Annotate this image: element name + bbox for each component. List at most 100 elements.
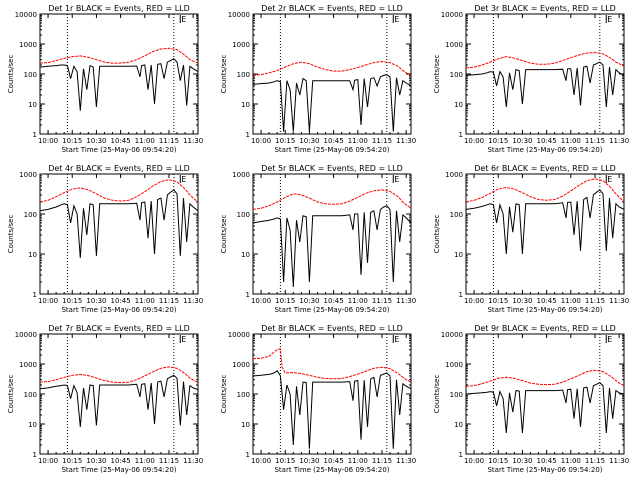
panel-title: Det 7r BLACK = Events, RED = LLD [48, 324, 190, 333]
chart-panel-5: Det 5r BLACK = Events, RED = LLD 10:00 10:… [220, 164, 416, 314]
y-tick-label: 1000 [19, 171, 37, 179]
x-tick-label: 10:45 [111, 297, 131, 305]
chart-panel-4: Det 4r BLACK = Events, RED = LLD 10:00 10:… [7, 164, 203, 314]
y-axis-title: Counts/sec [7, 55, 15, 94]
y-tick-label: 1000 [445, 361, 463, 369]
flag-label: E [607, 175, 612, 184]
x-tick-label: 10:15 [488, 137, 508, 145]
x-tick-label: 10:45 [537, 297, 557, 305]
lld-series-line [39, 47, 199, 64]
events-series-line [465, 189, 625, 255]
lld-series-line [252, 348, 412, 383]
x-tick-label: 10:15 [488, 297, 508, 305]
x-tick-label: 10:45 [324, 297, 344, 305]
y-tick-label: 1 [246, 291, 250, 299]
x-tick-label: 10:00 [464, 297, 484, 305]
plot-frame [465, 173, 625, 295]
x-tick-label: 10:30 [86, 297, 106, 305]
x-tick-label: 11:15 [372, 137, 392, 145]
chart-panel-8: Det 8r BLACK = Events, RED = LLD 10:00 10:… [220, 324, 416, 474]
y-tick-label: 1 [459, 291, 463, 299]
y-tick-label: 10 [454, 421, 463, 429]
y-axis-title: Counts/sec [7, 215, 15, 254]
x-tick-label: 11:30 [183, 297, 203, 305]
flag-label: E [607, 15, 612, 24]
x-tick-label: 10:45 [324, 457, 344, 465]
y-tick-label: 100 [24, 391, 37, 399]
x-tick-label: 10:15 [62, 457, 82, 465]
y-tick-label: 10 [28, 101, 37, 109]
y-tick-label: 10000 [15, 331, 37, 339]
x-tick-label: 10:30 [299, 297, 319, 305]
x-tick-label: 10:45 [537, 137, 557, 145]
x-tick-label: 10:00 [38, 297, 58, 305]
x-tick-label: 11:15 [159, 297, 179, 305]
x-tick-label: 11:00 [135, 137, 155, 145]
y-axis-title: Counts/sec [220, 215, 228, 254]
events-series-line [465, 61, 625, 107]
y-tick-label: 10 [241, 251, 250, 259]
y-tick-label: 1 [459, 451, 463, 459]
y-tick-label: 10000 [441, 11, 463, 19]
x-tick-label: 11:00 [348, 297, 368, 305]
x-tick-label: 10:45 [324, 137, 344, 145]
y-axis-title: Counts/sec [220, 55, 228, 94]
x-axis-title: Start Time (25-May-06 09:54:20) [274, 466, 389, 474]
x-axis-title: Start Time (25-May-06 09:54:20) [487, 146, 602, 154]
y-tick-label: 100 [237, 71, 250, 79]
x-tick-label: 10:45 [111, 137, 131, 145]
x-tick-label: 10:00 [251, 457, 271, 465]
x-tick-label: 11:00 [348, 457, 368, 465]
lld-series-line [252, 61, 412, 76]
x-tick-label: 11:30 [396, 137, 416, 145]
events-series-line [39, 374, 199, 427]
x-tick-label: 11:30 [609, 297, 629, 305]
x-tick-label: 10:15 [488, 457, 508, 465]
y-tick-label: 1000 [445, 171, 463, 179]
y-tick-label: 100 [450, 211, 463, 219]
y-axis-title: Counts/sec [433, 375, 441, 414]
x-tick-label: 11:15 [585, 137, 605, 145]
x-tick-label: 10:30 [86, 137, 106, 145]
flag-label: E [181, 335, 186, 344]
y-tick-label: 100 [24, 71, 37, 79]
y-tick-label: 10 [454, 251, 463, 259]
events-series-line [39, 58, 199, 111]
x-tick-label: 11:15 [372, 297, 392, 305]
lld-series-line [465, 51, 625, 69]
panel-title: Det 5r BLACK = Events, RED = LLD [261, 164, 403, 173]
flag-label: E [394, 335, 399, 344]
flag-label: E [607, 335, 612, 344]
x-tick-label: 11:00 [561, 137, 581, 145]
x-tick-label: 11:30 [609, 457, 629, 465]
x-tick-label: 10:30 [299, 137, 319, 145]
x-tick-label: 10:00 [251, 137, 271, 145]
events-series-line [252, 369, 412, 449]
y-tick-label: 10000 [228, 331, 250, 339]
y-tick-label: 100 [24, 211, 37, 219]
x-tick-label: 11:15 [159, 137, 179, 145]
panel-title: Det 4r BLACK = Events, RED = LLD [48, 164, 190, 173]
y-tick-label: 10 [28, 421, 37, 429]
chart-panel-1: Det 1r BLACK = Events, RED = LLD 10:00 10:… [7, 4, 203, 154]
panel-title: Det 2r BLACK = Events, RED = LLD [261, 4, 403, 13]
y-tick-label: 1 [246, 131, 250, 139]
x-axis-title: Start Time (25-May-06 09:54:20) [274, 306, 389, 314]
flag-label: E [181, 175, 186, 184]
x-axis-title: Start Time (25-May-06 09:54:20) [61, 466, 176, 474]
lld-series-line [252, 189, 412, 210]
y-tick-label: 10 [241, 101, 250, 109]
x-axis-title: Start Time (25-May-06 09:54:20) [274, 146, 389, 154]
x-tick-label: 10:15 [275, 137, 295, 145]
x-tick-label: 10:15 [275, 297, 295, 305]
y-tick-label: 1000 [19, 361, 37, 369]
y-tick-label: 100 [237, 211, 250, 219]
x-tick-label: 10:30 [299, 457, 319, 465]
x-tick-label: 10:15 [62, 137, 82, 145]
chart-panel-9: Det 9r BLACK = Events, RED = LLD 10:00 10:… [433, 324, 629, 474]
x-tick-label: 10:00 [464, 137, 484, 145]
x-tick-label: 11:00 [135, 297, 155, 305]
chart-panel-7: Det 7r BLACK = Events, RED = LLD 10:00 10:… [7, 324, 203, 474]
plot-frame [39, 173, 199, 295]
lld-series-line [39, 179, 199, 203]
